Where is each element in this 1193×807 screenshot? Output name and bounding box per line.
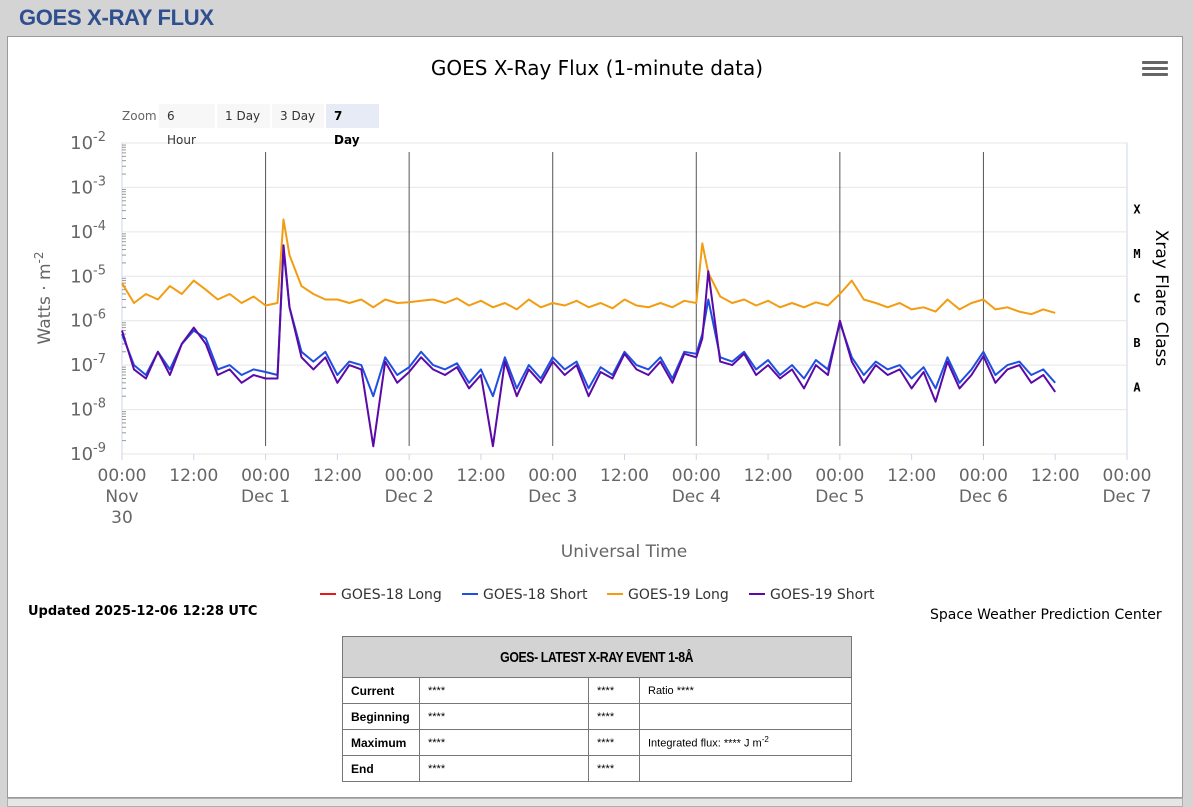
x-tick-label: 00:00: [385, 466, 434, 486]
table-row: Beginning **** ****: [342, 703, 852, 730]
series-line-goes-19-long: [121, 218, 1056, 316]
x-tick-date-label: Dec 6: [959, 487, 1008, 507]
updated-timestamp: Updated 2025-12-06 12:28 UTC: [28, 604, 258, 619]
x-tick-label: 00:00: [98, 466, 147, 486]
current-ratio: Ratio ****: [639, 677, 852, 704]
y-tick-label: 10-3: [70, 174, 106, 198]
legend-item[interactable]: GOES-19 Long: [607, 587, 729, 603]
beginning-class: ****: [588, 703, 640, 730]
table-row: Current **** **** Ratio ****: [342, 677, 852, 704]
y-tick-label: 10-4: [70, 219, 106, 243]
legend-label: GOES-18 Short: [483, 587, 588, 603]
x-tick-label: 00:00: [1103, 466, 1152, 486]
flare-class-label: M: [1133, 247, 1140, 261]
y-tick-label: 10-7: [70, 352, 106, 376]
table-row: End **** ****: [342, 755, 852, 782]
latest-event-table: GOES- LATEST X-RAY EVENT 1-8Å Current **…: [342, 636, 852, 782]
x-tick-label: 12:00: [456, 466, 505, 486]
row-label-maximum: Maximum: [342, 729, 420, 756]
x-tick-label: 00:00: [241, 466, 290, 486]
right-axis-label: Xray Flare Class: [1151, 230, 1171, 367]
table-row: Maximum **** **** Integrated flux: **** …: [342, 729, 852, 756]
maximum-class: ****: [588, 729, 640, 756]
end-extra: [639, 755, 852, 782]
end-class: ****: [588, 755, 640, 782]
legend-label: GOES-19 Short: [770, 587, 875, 603]
x-tick-date-label: Dec 7: [1102, 487, 1151, 507]
top-bar: GOES X-RAY FLUX: [0, 0, 1193, 36]
x-tick-label: 12:00: [887, 466, 936, 486]
zoom-6-hour-button[interactable]: 6 Hour: [159, 104, 215, 147]
integrated-flux-unit-sup: -2: [761, 735, 769, 745]
flare-class-label: C: [1133, 292, 1140, 306]
x-tick-date-label: Nov: [105, 487, 138, 507]
flare-class-label: A: [1133, 380, 1141, 394]
x-tick-label: 00:00: [959, 466, 1008, 486]
x-tick-date-label-day: 30: [111, 508, 133, 528]
chart-title: GOES X-Ray Flux (1-minute data): [431, 56, 763, 80]
zoom-3-day-button[interactable]: 3 Day: [272, 104, 324, 128]
x-tick-label: 12:00: [744, 466, 793, 486]
legend-item[interactable]: GOES-19 Short: [749, 587, 875, 603]
y-tick-label: 10-9: [70, 441, 106, 465]
legend-label: GOES-19 Long: [628, 587, 729, 603]
x-tick-date-label: Dec 5: [815, 487, 864, 507]
y-tick-label: 10-2: [70, 130, 106, 154]
x-tick-label: 00:00: [672, 466, 721, 486]
credit-text: Space Weather Prediction Center: [930, 607, 1162, 623]
end-time: ****: [419, 755, 589, 782]
page-title: GOES X-RAY FLUX: [19, 5, 214, 30]
beginning-extra: [639, 703, 852, 730]
x-axis-label: Universal Time: [561, 542, 687, 562]
beginning-time: ****: [419, 703, 589, 730]
legend-item[interactable]: GOES-18 Long: [320, 587, 442, 603]
zoom-7-day-button[interactable]: 7 Day: [326, 104, 379, 147]
maximum-time: ****: [419, 729, 589, 756]
x-tick-date-label: Dec 3: [528, 487, 577, 507]
x-tick-date-label: Dec 1: [241, 487, 290, 507]
row-label-beginning: Beginning: [342, 703, 420, 730]
row-label-end: End: [342, 755, 420, 782]
current-class: ****: [588, 677, 640, 704]
y-tick-label: 10-5: [70, 263, 106, 287]
flare-class-label: X: [1133, 203, 1141, 217]
integrated-flux-text: Integrated flux: **** J m: [648, 737, 762, 750]
current-time: ****: [419, 677, 589, 704]
x-tick-label: 12:00: [313, 466, 362, 486]
x-tick-date-label: Dec 4: [672, 487, 721, 507]
row-label-current: Current: [342, 677, 420, 704]
zoom-label: Zoom: [122, 109, 157, 123]
hamburger-menu-icon[interactable]: [1140, 58, 1170, 80]
legend-item[interactable]: GOES-18 Short: [462, 587, 588, 603]
flare-class-label: B: [1133, 336, 1140, 350]
plot-area: [121, 142, 1128, 455]
x-tick-label: 12:00: [600, 466, 649, 486]
event-table-title: GOES- LATEST X-RAY EVENT 1-8Å: [342, 636, 852, 678]
zoom-1-day-button[interactable]: 1 Day: [217, 104, 270, 128]
x-tick-label: 12:00: [1031, 466, 1080, 486]
x-tick-label: 12:00: [169, 466, 218, 486]
x-tick-date-label: Dec 2: [385, 487, 434, 507]
x-tick-label: 00:00: [528, 466, 577, 486]
y-tick-label: 10-8: [70, 397, 106, 421]
legend-label: GOES-18 Long: [341, 587, 442, 603]
integrated-flux: Integrated flux: **** J m-2: [639, 729, 852, 756]
x-tick-label: 00:00: [815, 466, 864, 486]
y-axis-label: Watts · m-2: [32, 251, 55, 344]
series-line-goes-19-short: [121, 244, 1057, 448]
event-table-title-text: GOES- LATEST X-RAY EVENT 1-8Å: [500, 648, 694, 666]
y-tick-label: 10-6: [70, 308, 106, 332]
